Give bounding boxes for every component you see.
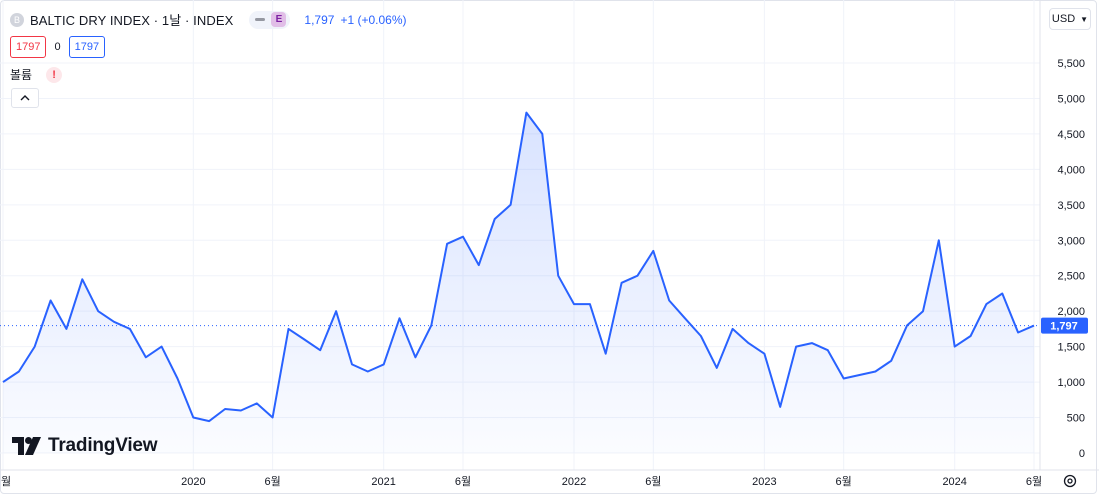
- buy-button[interactable]: 1797: [68, 36, 106, 58]
- y-tick-label: 1,000: [1057, 377, 1085, 389]
- price-line: [2, 111, 1035, 423]
- x-tick-label: 2023: [752, 476, 776, 488]
- tradingview-logo-icon: [12, 437, 41, 455]
- sell-button[interactable]: 1797: [10, 36, 47, 58]
- x-tick-label: 6월: [645, 475, 661, 488]
- x-tick-label: 2024: [942, 476, 966, 488]
- x-tick-label: 2020: [181, 476, 205, 488]
- y-tick-label: 5,500: [1057, 58, 1085, 70]
- y-tick-label: 500: [1067, 413, 1085, 425]
- time-axis[interactable]: 월 2020 6월 2021 6월 2022 6월 2023 6월 2024 6월: [1, 475, 1042, 488]
- series-visibility-pill[interactable]: E: [249, 10, 291, 29]
- price-change: +1 (+0.06%): [340, 12, 407, 27]
- volume-label[interactable]: 볼륨: [10, 68, 33, 82]
- logo-text: TradingView: [48, 435, 158, 456]
- collapse-legend-button[interactable]: [11, 88, 39, 108]
- tradingview-logo[interactable]: TradingView: [12, 435, 158, 457]
- quote-row: 1797 0 1797: [10, 36, 106, 58]
- gear-icon[interactable]: [1062, 473, 1078, 489]
- y-tick-label: 5,000: [1057, 93, 1085, 105]
- y-tick-label: 3,000: [1057, 235, 1085, 247]
- legend-title-row: B BALTIC DRY INDEX · 1날 · INDEX E 1,797 …: [10, 10, 406, 29]
- chevron-up-icon: [20, 95, 30, 101]
- svg-text:1,797: 1,797: [1050, 321, 1078, 333]
- symbol-title[interactable]: BALTIC DRY INDEX · 1날 · INDEX: [30, 13, 234, 28]
- x-tick-label: 월: [1, 475, 11, 488]
- x-tick-label: 2021: [371, 476, 395, 488]
- price-axis[interactable]: 0 500 1,000 1,500 2,000 2,500 3,000 3,500 4,000 4…: [1057, 58, 1085, 460]
- y-tick-label: 1,500: [1057, 342, 1085, 354]
- currency-label: USD: [1051, 13, 1076, 25]
- price-area-fill: [3, 112, 1034, 453]
- y-tick-label: 4,000: [1057, 164, 1085, 176]
- symbol-logo-icon: B: [10, 12, 24, 27]
- exchange-badge: E: [271, 12, 287, 27]
- alert-icon[interactable]: !: [46, 66, 63, 83]
- spread-value: 0: [54, 41, 61, 53]
- x-tick-label: 6월: [265, 475, 281, 488]
- grid-lines: [0, 0, 1040, 470]
- volume-row: 볼륨 !: [10, 66, 63, 83]
- x-tick-label: 6월: [836, 475, 852, 488]
- last-price: 1,797: [304, 12, 335, 27]
- x-tick-label: 2022: [562, 476, 586, 488]
- y-tick-label: 3,500: [1057, 200, 1085, 212]
- y-tick-label: 2,000: [1057, 306, 1085, 318]
- last-price-label: 1,797: [1041, 317, 1088, 334]
- y-tick-label: 4,500: [1057, 129, 1085, 141]
- y-tick-label: 2,500: [1057, 271, 1085, 283]
- y-tick-label: 0: [1079, 448, 1085, 460]
- x-tick-label: 6월: [1026, 475, 1042, 488]
- chevron-down-icon: ▼: [1080, 14, 1089, 24]
- x-tick-label: 6월: [455, 475, 471, 488]
- currency-selector[interactable]: USD ▼: [1049, 8, 1091, 30]
- series-dash-icon: [255, 18, 266, 21]
